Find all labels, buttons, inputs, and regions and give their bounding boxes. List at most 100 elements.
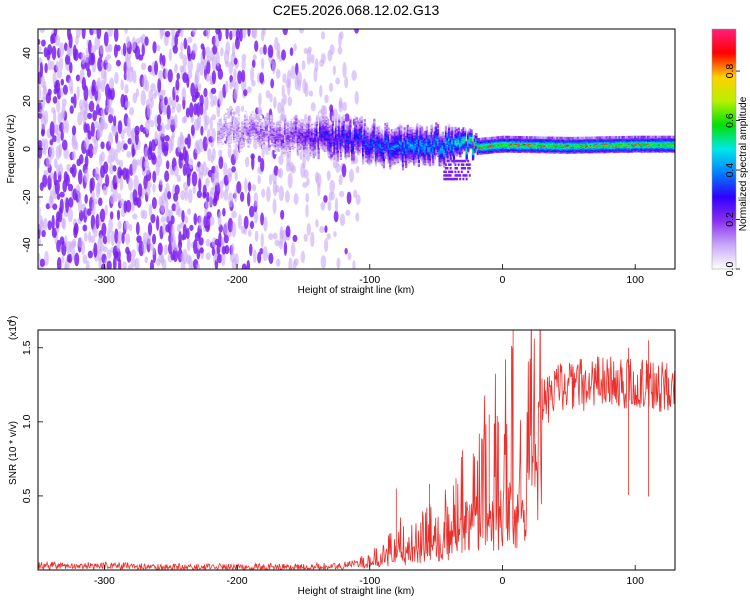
spectrogram-cell <box>349 116 352 119</box>
spectrogram-cell <box>52 96 58 104</box>
spectrogram-cell <box>211 147 216 160</box>
spectrogram-cell <box>320 53 326 64</box>
spectrogram-cell <box>106 62 112 72</box>
spectrogram-cell <box>122 42 127 57</box>
spectrogram-cell <box>103 246 108 253</box>
spectrogram-cell <box>323 195 328 203</box>
spectrogram-cell <box>164 96 168 106</box>
spectrogram-cell <box>49 172 55 180</box>
spectrogram-cell <box>331 115 335 119</box>
spectrogram-cell <box>217 68 224 80</box>
spectrogram-cell <box>151 197 157 210</box>
spectrogram-cell <box>84 103 91 111</box>
spectrogram-cell <box>195 91 201 99</box>
spectrogram-cell <box>251 184 257 192</box>
spectrogram-cell <box>306 49 312 65</box>
spectrogram-cell <box>50 60 55 71</box>
spectrogram-cell <box>100 108 106 117</box>
spectrogram-cell <box>145 186 151 196</box>
spectrogram-cell <box>91 201 96 216</box>
spectrogram-cell <box>47 220 52 231</box>
spectrogram-cell <box>179 152 184 161</box>
spectrogram-cell <box>133 175 139 191</box>
spectrogram-cell <box>192 43 198 54</box>
spectrogram-cell <box>108 113 114 124</box>
spectrogram-cell <box>425 125 428 129</box>
spectrogram-cell <box>94 121 100 129</box>
spectrogram-cell <box>176 72 180 80</box>
spectrogram-cell <box>236 181 242 194</box>
spectrogram-cell <box>61 103 66 119</box>
spectrogram-cell <box>112 165 117 172</box>
spectrogram-cell <box>39 29 45 33</box>
spectrogram-cell <box>237 113 241 117</box>
spectrogram-cell <box>186 133 191 149</box>
spectrogram-cell <box>179 51 184 60</box>
spectrogram-cell <box>260 115 263 118</box>
spectrogram-cell <box>109 107 114 116</box>
spectrogram-cell <box>344 247 348 255</box>
spectrogram-cell <box>329 44 335 56</box>
spectrogram-cell <box>115 248 121 262</box>
spectrogram-cell <box>168 48 173 62</box>
spectrogram-cell <box>324 225 328 233</box>
spectrogram-cell <box>171 224 175 238</box>
spectrogram-cell <box>219 180 224 190</box>
spectrogram-cell <box>77 191 82 201</box>
spectrogram-cell <box>138 54 144 61</box>
spectrogram-cell <box>132 148 136 156</box>
spectrogram-cell <box>100 151 105 162</box>
spectrogram-cell <box>107 29 113 38</box>
spectrogram-cell <box>124 100 131 108</box>
spectrogram-cell <box>164 68 169 80</box>
spectrogram-cell <box>71 246 75 261</box>
spectrogram-cell <box>338 97 343 109</box>
spectrogram-cell <box>212 95 218 106</box>
spectrogram-cell <box>83 232 88 242</box>
spectrogram-cell <box>211 169 216 185</box>
spectrogram-cell <box>235 105 241 114</box>
spectrogram-cell <box>84 194 88 204</box>
spectrogram-cell <box>39 219 45 232</box>
spectrogram-cell <box>282 73 287 84</box>
spectrogram-cell <box>51 214 55 231</box>
spectrogram-cell <box>121 231 125 244</box>
spectrogram-cell <box>205 29 211 39</box>
spectrogram-cell <box>41 39 46 47</box>
spectrogram-cell <box>134 257 140 269</box>
spectrogram-cell <box>260 212 265 226</box>
spectrogram-cell <box>265 90 271 99</box>
spectrogram-cell <box>247 86 252 94</box>
spectrogram-cell <box>360 116 363 119</box>
spectrogram-cell <box>173 244 179 252</box>
spectrogram-cell <box>82 224 88 232</box>
spectrogram-cell <box>92 110 97 122</box>
spectrogram-cell <box>109 87 115 101</box>
spectrogram-cell <box>449 167 452 170</box>
spectrogram-cell <box>181 87 187 101</box>
spectrogram-cell <box>218 149 223 158</box>
spectrogram-cell <box>411 126 414 130</box>
spectrogram-cell <box>220 189 224 199</box>
spectrogram-cell <box>228 192 234 208</box>
spectrogram-cell <box>305 192 310 203</box>
spectrogram-cell <box>189 102 194 118</box>
spectrogram-cell <box>214 182 221 197</box>
spectrogram-cell <box>47 174 52 191</box>
spectrogram-cell <box>250 66 255 83</box>
spectrogram-cell <box>221 251 226 267</box>
spectrogram-cell <box>167 69 173 83</box>
spectrogram-cell <box>150 152 156 161</box>
spectrogram-cell <box>273 96 277 109</box>
spectrogram-cell <box>47 88 52 96</box>
spectrogram-cell <box>252 249 257 264</box>
spectrogram-cell <box>76 85 80 101</box>
spectrogram-cell <box>180 189 186 201</box>
spectrogram-cell <box>281 84 285 98</box>
spectrogram-cell <box>320 31 326 40</box>
spectrogram-cell <box>237 214 242 230</box>
spectrogram-cell <box>326 170 331 181</box>
spectrogram-cell <box>355 212 360 222</box>
spectrogram-cell <box>71 163 77 178</box>
spectrogram-cell <box>244 156 250 168</box>
